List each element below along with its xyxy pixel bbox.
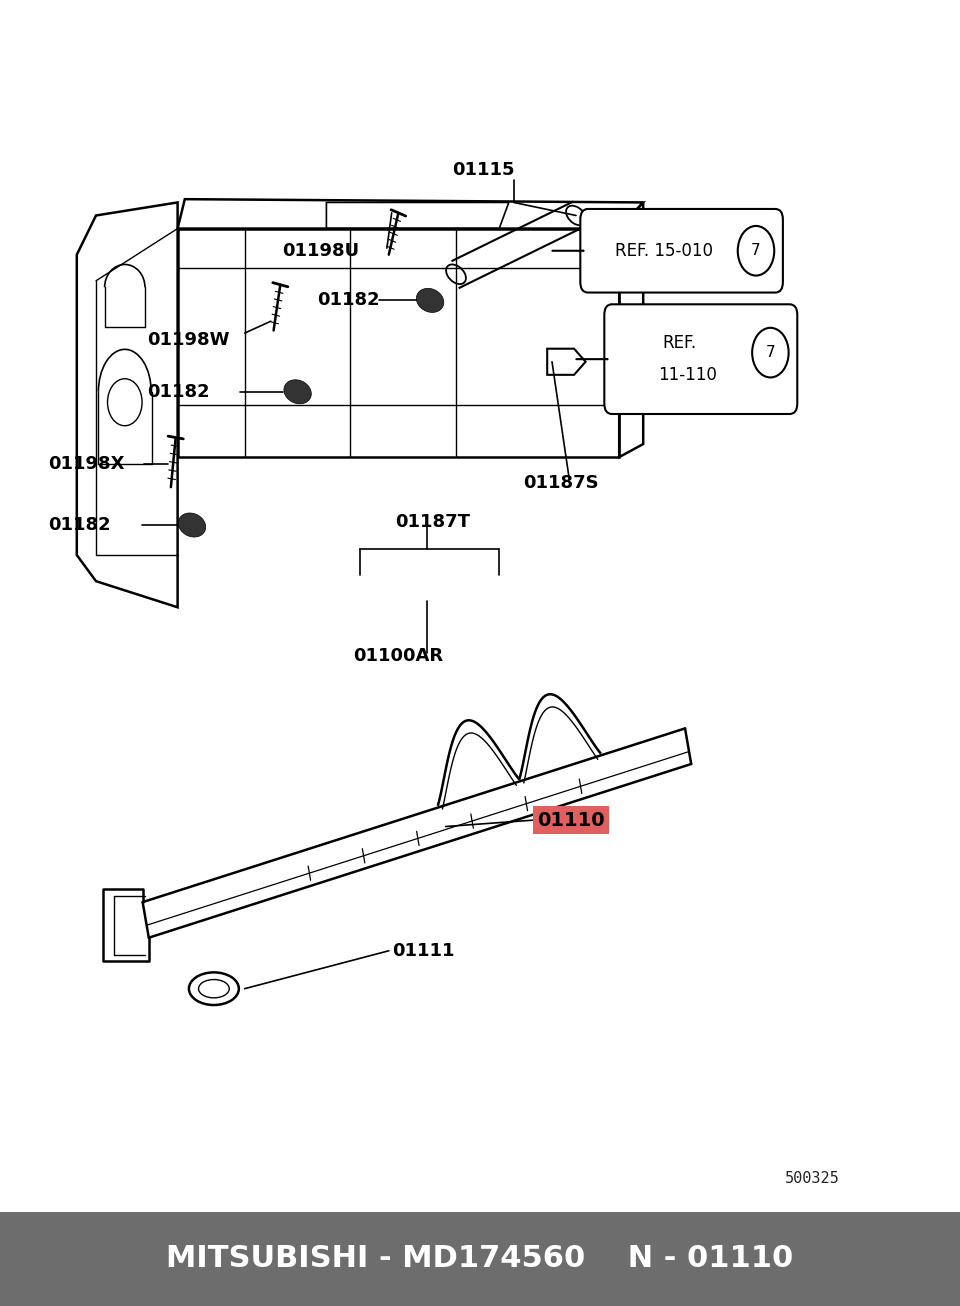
Text: 01198X: 01198X (48, 454, 125, 473)
Text: 01187T: 01187T (396, 513, 470, 532)
Text: 01187S: 01187S (523, 474, 599, 492)
Text: 500325: 500325 (785, 1171, 840, 1186)
Text: 01100AR: 01100AR (353, 646, 444, 665)
Text: 01182: 01182 (48, 516, 110, 534)
Text: 01182: 01182 (317, 291, 379, 310)
Text: 7: 7 (751, 243, 761, 259)
Ellipse shape (417, 289, 444, 312)
Ellipse shape (179, 513, 205, 537)
Text: 01110: 01110 (538, 811, 605, 829)
Text: 01115: 01115 (451, 161, 515, 179)
Text: 11-110: 11-110 (658, 366, 717, 384)
Text: REF. 15-010: REF. 15-010 (615, 242, 713, 260)
FancyBboxPatch shape (0, 1212, 960, 1306)
Text: REF.: REF. (662, 334, 697, 353)
Text: MITSUBISHI - MD174560    N - 01110: MITSUBISHI - MD174560 N - 01110 (166, 1245, 794, 1273)
FancyBboxPatch shape (605, 304, 797, 414)
Text: 01182: 01182 (147, 383, 209, 401)
Text: 01111: 01111 (392, 942, 454, 960)
FancyBboxPatch shape (580, 209, 782, 293)
Text: 01198W: 01198W (147, 330, 229, 349)
Text: 7: 7 (765, 345, 776, 360)
Ellipse shape (284, 380, 311, 404)
Text: 01198U: 01198U (282, 242, 359, 260)
